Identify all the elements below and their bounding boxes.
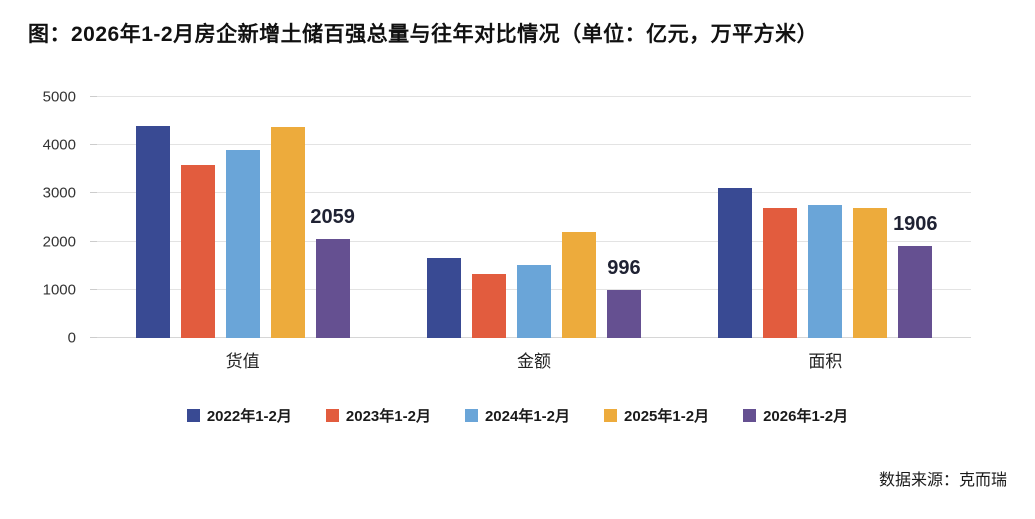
gridline-5000 — [97, 96, 971, 97]
bar-面积-2025年1-2月 — [853, 207, 888, 338]
legend-item-2026年1-2月: 2026年1-2月 — [743, 405, 848, 426]
legend: 2022年1-2月 2023年1-2月 2024年1-2月 2025年1-2月 2026… — [0, 405, 1035, 426]
bar-面积-2023年1-2月 — [763, 207, 798, 338]
y-tick-label-3000: 3000 — [42, 184, 76, 202]
y-tick-label-5000: 5000 — [42, 88, 76, 106]
bar-面积-2026年1-2月: 1906 — [893, 214, 938, 338]
tick-mark-5000 — [90, 96, 97, 97]
source-note: 数据来源：克而瑞 — [878, 472, 1007, 489]
bar-面积-2022年1-2月 — [718, 187, 753, 338]
data-label-金额: 996 — [607, 257, 641, 279]
tick-mark-0 — [90, 337, 97, 338]
legend-item-2024年1-2月: 2024年1-2月 — [464, 405, 571, 426]
bar-group-货值: 2059 — [97, 97, 388, 338]
bar-金额-2025年1-2月 — [561, 232, 596, 338]
tick-mark-3000 — [90, 192, 97, 194]
bar-group-面积: 1906 — [680, 97, 971, 338]
legend-label: 2022年1-2月 — [206, 408, 292, 425]
legend-swatch-icon — [186, 409, 200, 422]
legend-swatch-icon — [325, 409, 339, 422]
category-label-货值: 货值 — [225, 352, 260, 371]
bar-货值-2026年1-2月: 2059 — [310, 207, 355, 338]
bar-金额-2023年1-2月 — [471, 273, 506, 338]
category-label-金额: 金额 — [516, 352, 551, 371]
legend-item-2022年1-2月: 2022年1-2月 — [186, 405, 292, 426]
gridline-3000 — [97, 192, 971, 194]
legend-label: 2023年1-2月 — [345, 408, 431, 425]
legend-label: 2025年1-2月 — [624, 408, 710, 425]
legend-item-2023年1-2月: 2023年1-2月 — [325, 405, 431, 426]
legend-swatch-icon — [464, 409, 478, 422]
bar-金额-2022年1-2月 — [426, 258, 461, 338]
bar-groups: 2059 996 1906 — [97, 97, 971, 338]
gridline-2000 — [97, 240, 971, 242]
bar-货值-2022年1-2月 — [135, 125, 170, 338]
gridline-4000 — [97, 144, 971, 146]
legend-label: 2024年1-2月 — [484, 408, 571, 425]
tick-mark-1000 — [90, 288, 97, 290]
y-tick-label-0: 0 — [67, 329, 76, 347]
bar-货值-2024年1-2月 — [225, 150, 260, 338]
y-tick-label-4000: 4000 — [42, 136, 76, 154]
bar-面积-2024年1-2月 — [808, 204, 843, 338]
bar-金额-2026年1-2月: 996 — [606, 258, 641, 338]
bar-货值-2025年1-2月 — [270, 127, 305, 338]
y-tick-label-1000: 1000 — [42, 281, 76, 299]
data-label-面积: 1906 — [893, 213, 938, 236]
chart-title: 图：2026年1-2月房企新增土储百强总量与往年对比情况（单位：亿元，万平方米） — [28, 23, 819, 46]
bar-金额-2024年1-2月 — [516, 264, 551, 338]
bar-group-金额: 996 — [388, 97, 679, 338]
bar-货值-2023年1-2月 — [180, 165, 215, 338]
legend-label: 2026年1-2月 — [763, 408, 849, 425]
tick-mark-4000 — [90, 144, 97, 146]
plot-area: 2059 996 1906 — [90, 96, 971, 338]
tick-mark-2000 — [90, 240, 97, 242]
category-label-面积: 面积 — [808, 352, 843, 371]
y-tick-label-2000: 2000 — [42, 233, 76, 251]
y-axis-labels: 0 1000 2000 3000 4000 5000 — [0, 90, 80, 346]
data-label-货值: 2059 — [310, 205, 355, 228]
x-axis-category-labels: 货值 金额 面积 — [97, 347, 971, 372]
legend-swatch-icon — [604, 409, 618, 422]
legend-item-2025年1-2月: 2025年1-2月 — [604, 405, 709, 426]
legend-swatch-icon — [743, 409, 757, 422]
